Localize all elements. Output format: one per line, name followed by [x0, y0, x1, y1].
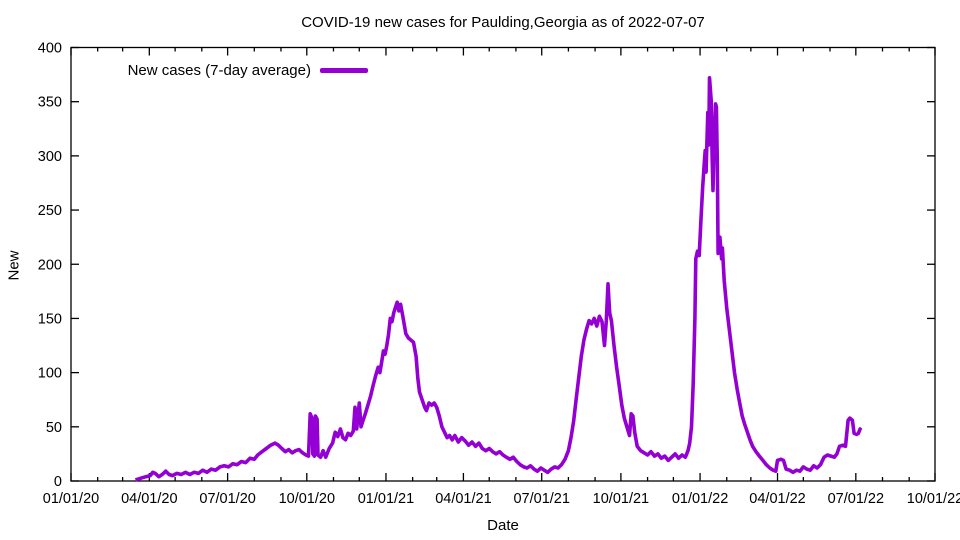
- x-tick-label: 07/01/22: [828, 491, 884, 507]
- y-tick-label: 250: [38, 203, 62, 219]
- x-tick-label: 04/01/22: [749, 491, 805, 507]
- data-line: [134, 76, 863, 482]
- x-tick-label: 01/01/20: [43, 491, 99, 507]
- x-tick-label: 07/01/21: [513, 491, 569, 507]
- legend-line-sample: [320, 68, 368, 73]
- x-tick-label: 01/01/21: [358, 491, 414, 507]
- y-tick-label: 200: [38, 257, 62, 273]
- x-tick-label: 07/01/20: [199, 491, 255, 507]
- chart-title: COVID-19 new cases for Paulding,Georgia …: [301, 14, 705, 31]
- legend-label: New cases (7-day average): [127, 62, 311, 79]
- x-tick-label: 10/01/20: [279, 491, 335, 507]
- x-tick-label: 04/01/20: [121, 491, 177, 507]
- x-tick-label: 04/01/21: [435, 491, 491, 507]
- y-tick-label: 50: [46, 420, 62, 436]
- y-tick-label: 300: [38, 149, 62, 165]
- x-tick-label: 01/01/22: [672, 491, 728, 507]
- y-tick-label: 350: [38, 95, 62, 111]
- plot-border: [70, 46, 936, 482]
- y-tick-label: 400: [38, 41, 62, 57]
- y-tick-label: 0: [54, 474, 62, 490]
- y-tick-label: 100: [38, 366, 62, 382]
- legend: New cases (7-day average): [0, 62, 368, 79]
- x-axis-title: Date: [487, 517, 519, 534]
- x-tick-label: 10/01/22: [907, 491, 960, 507]
- x-tick-label: 10/01/21: [593, 491, 649, 507]
- y-axis-title: New: [5, 250, 23, 281]
- y-tick-label: 150: [38, 311, 62, 327]
